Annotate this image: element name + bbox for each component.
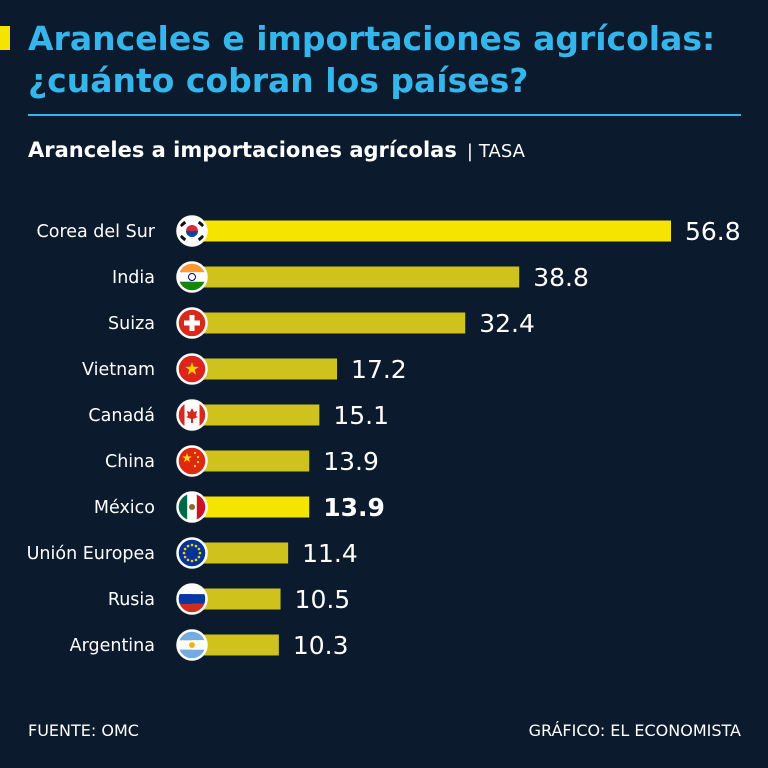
category-label: Canadá	[88, 406, 155, 426]
value-label: 10.5	[295, 585, 351, 614]
bar	[192, 220, 671, 242]
category-label: Suiza	[108, 314, 155, 334]
category-label: Corea del Sur	[37, 222, 156, 242]
category-label: Rusia	[108, 590, 155, 610]
bar	[192, 634, 279, 656]
bar	[192, 266, 520, 288]
value-label: 17.2	[351, 355, 407, 384]
bar	[192, 496, 310, 518]
value-label: 11.4	[302, 539, 358, 568]
subtitle-unit: TASA	[478, 141, 525, 162]
credit-note: GRÁFICO: EL ECONOMISTA	[528, 721, 741, 740]
mexico-flag-icon	[176, 491, 208, 523]
chart-subtitle: Aranceles a importaciones agrícolas | TASA	[28, 136, 525, 166]
switzerland-flag-icon	[176, 307, 208, 339]
bar	[192, 588, 281, 610]
bar	[192, 312, 466, 334]
bar	[192, 450, 310, 472]
title-divider	[28, 114, 741, 116]
bar-chart: Corea del Sur 56.8 India 38.8 Suiza 32.4 Vietn…	[27, 215, 741, 661]
page-title: Aranceles e importaciones agrícolas: ¿cu…	[28, 18, 748, 102]
value-label: 10.3	[293, 631, 349, 660]
value-label: 56.8	[685, 217, 741, 246]
category-label: Vietnam	[82, 360, 155, 380]
category-label: India	[112, 268, 155, 288]
category-label: Unión Europea	[27, 544, 155, 564]
argentina-flag-icon	[176, 629, 208, 661]
category-label: Argentina	[70, 636, 155, 656]
vietnam-flag-icon	[176, 353, 208, 385]
value-label: 13.9	[323, 493, 385, 522]
bar	[192, 542, 289, 564]
subtitle-separator: |	[466, 141, 473, 162]
title-line-2: ¿cuánto cobran los países?	[28, 61, 529, 100]
value-label: 38.8	[533, 263, 589, 292]
value-label: 15.1	[333, 401, 389, 430]
russia-flag-icon	[176, 583, 208, 615]
category-label: México	[94, 498, 155, 518]
south-korea-flag-icon	[176, 215, 208, 247]
value-label: 32.4	[479, 309, 535, 338]
bar	[192, 404, 320, 426]
title-line-1: Aranceles e importaciones agrícolas:	[28, 19, 716, 58]
canada-flag-icon	[176, 399, 208, 431]
title-accent-bar	[0, 26, 10, 50]
value-label: 13.9	[323, 447, 379, 476]
source-note: FUENTE: OMC	[28, 721, 139, 740]
category-label: China	[105, 452, 155, 472]
bar	[192, 358, 338, 380]
india-flag-icon	[176, 261, 208, 293]
subtitle-text: Aranceles a importaciones agrícolas	[28, 138, 457, 162]
china-flag-icon	[176, 445, 208, 477]
eu-flag-icon	[176, 537, 208, 569]
